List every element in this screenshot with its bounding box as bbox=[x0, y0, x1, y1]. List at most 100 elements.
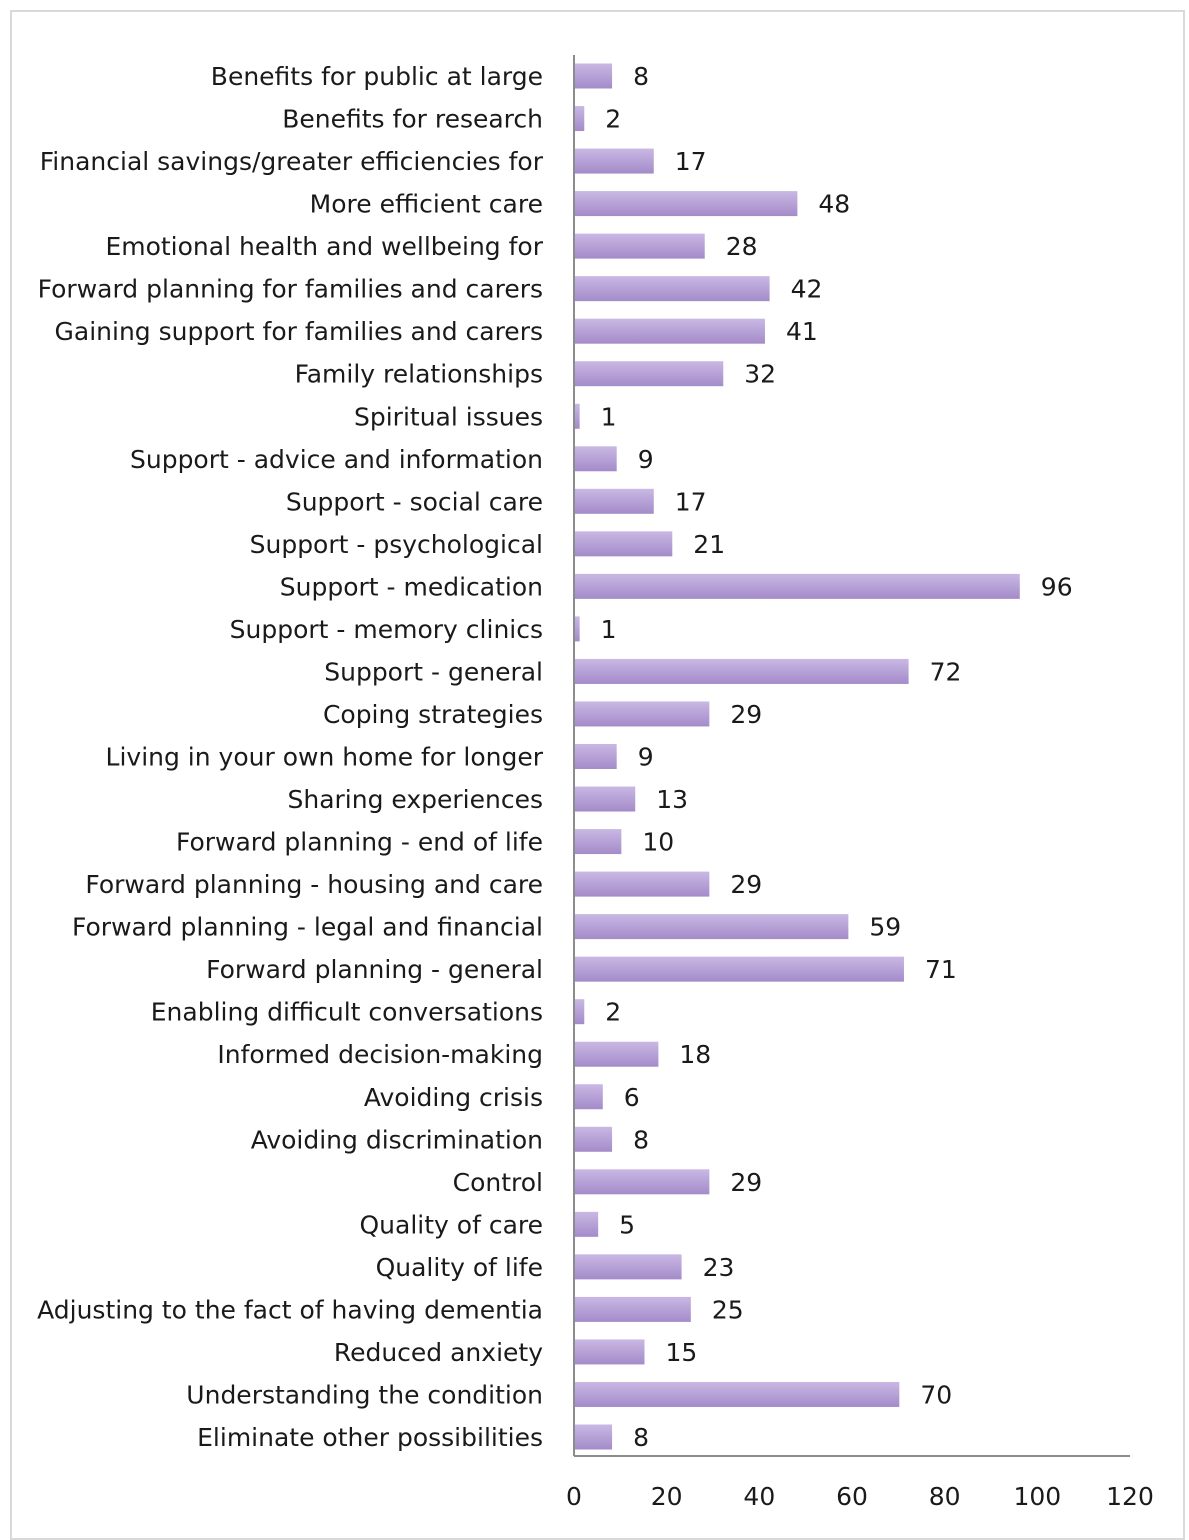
bar bbox=[575, 1211, 599, 1237]
category-label: Forward planning for families and carers bbox=[38, 275, 543, 304]
bar bbox=[575, 999, 585, 1025]
category-label: Emotional health and wellbeing for bbox=[105, 232, 543, 261]
category-label: Sharing experiences bbox=[287, 785, 543, 814]
value-label: 23 bbox=[703, 1253, 735, 1282]
value-label: 9 bbox=[638, 445, 654, 474]
bar bbox=[575, 573, 1020, 599]
value-label: 2 bbox=[605, 105, 621, 134]
bar bbox=[575, 276, 770, 302]
value-label: 48 bbox=[818, 190, 850, 219]
x-tick-label: 0 bbox=[566, 1482, 582, 1511]
category-label: Eliminate other possibilities bbox=[197, 1423, 543, 1452]
value-label: 8 bbox=[633, 1125, 649, 1154]
value-label: 59 bbox=[869, 913, 901, 942]
bar bbox=[575, 446, 617, 472]
value-label: 71 bbox=[925, 955, 957, 984]
value-label: 8 bbox=[633, 62, 649, 91]
x-tick-label: 80 bbox=[929, 1482, 961, 1511]
bar bbox=[575, 914, 849, 940]
category-label: Informed decision-making bbox=[217, 1040, 543, 1069]
value-label: 41 bbox=[786, 317, 818, 346]
value-label: 6 bbox=[624, 1083, 640, 1112]
bar bbox=[575, 871, 710, 897]
category-label: Forward planning - general bbox=[206, 955, 543, 984]
value-label: 28 bbox=[726, 232, 758, 261]
bar bbox=[575, 1169, 710, 1195]
bar bbox=[575, 1254, 682, 1280]
bar bbox=[575, 616, 580, 642]
bar bbox=[575, 658, 909, 684]
x-tick-label: 60 bbox=[836, 1482, 868, 1511]
category-label: Financial savings/greater efficiencies f… bbox=[40, 147, 544, 176]
value-label: 5 bbox=[619, 1210, 635, 1239]
value-label: 18 bbox=[679, 1040, 711, 1069]
category-label: Avoiding discrimination bbox=[251, 1125, 543, 1154]
category-label: Forward planning - end of life bbox=[176, 828, 543, 857]
category-labels: Benefits for public at large Benefits for… bbox=[37, 62, 544, 1452]
bar bbox=[575, 318, 765, 344]
value-label: 29 bbox=[730, 700, 762, 729]
category-label: Quality of life bbox=[376, 1253, 543, 1282]
x-tick-label: 100 bbox=[1013, 1482, 1061, 1511]
category-label: Control bbox=[453, 1168, 543, 1197]
category-label: Understanding the condition bbox=[186, 1380, 543, 1409]
bar bbox=[575, 956, 904, 982]
category-label: Spiritual issues bbox=[354, 402, 543, 431]
x-tick-label: 20 bbox=[651, 1482, 683, 1511]
category-label: Support - memory clinics bbox=[230, 615, 543, 644]
value-label: 21 bbox=[693, 530, 725, 559]
value-label: 96 bbox=[1041, 572, 1073, 601]
category-label: Forward planning - housing and care bbox=[85, 870, 543, 899]
x-tick-label: 40 bbox=[743, 1482, 775, 1511]
value-label: 42 bbox=[791, 275, 823, 304]
bar bbox=[575, 148, 654, 174]
category-label: Enabling difficult conversations bbox=[151, 998, 543, 1027]
value-label: 25 bbox=[712, 1295, 744, 1324]
bar bbox=[575, 1084, 603, 1110]
bars-group bbox=[575, 63, 1020, 1450]
bar bbox=[575, 488, 654, 514]
bar bbox=[575, 106, 585, 132]
bar bbox=[575, 1424, 613, 1450]
bar bbox=[575, 531, 673, 557]
category-label: Reduced anxiety bbox=[334, 1338, 543, 1367]
value-label: 29 bbox=[730, 870, 762, 899]
bar bbox=[575, 786, 636, 812]
category-label: Adjusting to the fact of having dementia bbox=[37, 1295, 543, 1324]
category-label: Quality of care bbox=[360, 1210, 544, 1239]
category-label: Benefits for research bbox=[282, 105, 543, 134]
bar bbox=[575, 233, 705, 259]
value-label: 72 bbox=[930, 657, 962, 686]
value-label: 9 bbox=[638, 743, 654, 772]
chart-frame bbox=[10, 10, 1185, 1540]
value-label: 70 bbox=[920, 1380, 952, 1409]
category-label: More efficient care bbox=[310, 190, 543, 219]
value-label: 17 bbox=[675, 487, 707, 516]
category-label: Support - medication bbox=[280, 572, 543, 601]
bar bbox=[575, 1381, 900, 1407]
category-label: Gaining support for families and carers bbox=[55, 317, 543, 346]
bar bbox=[575, 191, 798, 217]
value-label: 1 bbox=[601, 615, 617, 644]
bar bbox=[575, 63, 613, 89]
value-label: 8 bbox=[633, 1423, 649, 1452]
category-label: Support - social care bbox=[286, 487, 543, 516]
category-label: Forward planning - legal and financial bbox=[72, 913, 543, 942]
bar bbox=[575, 701, 710, 727]
x-tick-labels: 0 20 40 60 80 100 120 bbox=[566, 1482, 1154, 1511]
category-label: Living in your own home for longer bbox=[106, 743, 544, 772]
category-label: Benefits for public at large bbox=[211, 62, 543, 91]
bar bbox=[575, 1296, 691, 1322]
value-label: 15 bbox=[666, 1338, 698, 1367]
category-label: Family relationships bbox=[295, 360, 543, 389]
bar bbox=[575, 361, 724, 387]
category-label: Support - general bbox=[324, 657, 543, 686]
value-label: 10 bbox=[642, 828, 674, 857]
value-label: 32 bbox=[744, 360, 776, 389]
x-tick-label: 120 bbox=[1106, 1482, 1154, 1511]
bar bbox=[575, 744, 617, 769]
value-label: 2 bbox=[605, 998, 621, 1027]
value-label: 13 bbox=[656, 785, 688, 814]
category-label: Avoiding crisis bbox=[364, 1083, 543, 1112]
